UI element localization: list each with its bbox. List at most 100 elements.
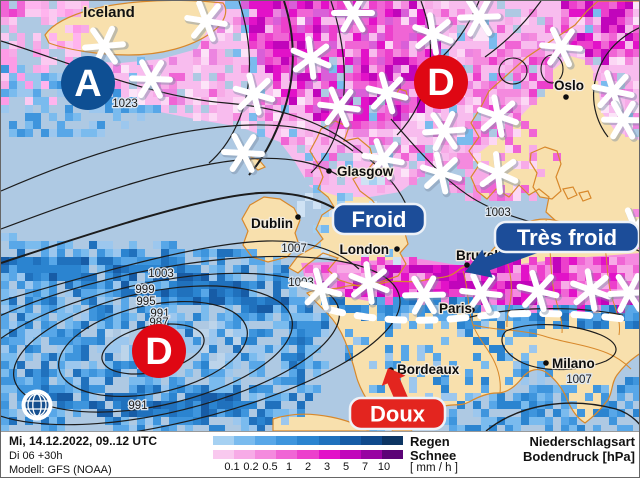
precip-cell [121, 105, 129, 113]
precip-cell [385, 345, 393, 353]
precip-cell [417, 265, 425, 273]
precip-cell [329, 33, 337, 41]
precip-cell [377, 65, 385, 73]
precip-cell [201, 305, 209, 313]
precip-cell [161, 249, 169, 257]
precip-cell [441, 265, 449, 273]
precip-cell [41, 377, 49, 385]
precip-cell [57, 425, 65, 431]
precip-cell [9, 9, 17, 17]
precip-cell [217, 249, 225, 257]
precip-cell [281, 281, 289, 289]
precip-cell [353, 25, 361, 33]
precip-cell [65, 393, 73, 401]
precip-cell [617, 425, 625, 431]
precip-cell [33, 65, 41, 73]
precip-cell [249, 337, 257, 345]
precip-cell [161, 97, 169, 105]
precip-cell [305, 385, 313, 393]
precip-cell [409, 9, 417, 17]
precip-cell [281, 305, 289, 313]
city-dot [326, 168, 332, 174]
precip-cell [241, 425, 249, 431]
precip-cell [433, 353, 441, 361]
precip-cell [185, 265, 193, 273]
precip-cell [377, 385, 385, 393]
precip-cell [305, 73, 313, 81]
precip-cell [577, 409, 585, 417]
precip-cell [105, 377, 113, 385]
precip-cell [449, 185, 457, 193]
precip-cell [113, 409, 121, 417]
precip-cell [193, 345, 201, 353]
precip-cell [17, 241, 25, 249]
precip-cell [41, 337, 49, 345]
precip-cell [9, 321, 17, 329]
precip-cell [209, 329, 217, 337]
precip-cell [305, 17, 313, 25]
precip-cell [401, 113, 409, 121]
precip-cell [321, 9, 329, 17]
precip-cell [9, 241, 17, 249]
precip-cell [521, 273, 529, 281]
precip-cell [73, 281, 81, 289]
precip-cell [41, 81, 49, 89]
precip-cell [9, 89, 17, 97]
precip-cell [41, 97, 49, 105]
precip-cell [161, 305, 169, 313]
city-label: Bordeaux [397, 362, 460, 377]
precip-cell [313, 329, 321, 337]
precip-cell [97, 121, 105, 129]
precip-cell [201, 81, 209, 89]
precip-cell [153, 257, 161, 265]
precip-cell [321, 73, 329, 81]
precip-cell [145, 265, 153, 273]
precip-cell [601, 257, 609, 265]
precip-cell [89, 121, 97, 129]
precip-cell [9, 377, 17, 385]
precip-cell [137, 105, 145, 113]
precip-cell [521, 65, 529, 73]
coastline [529, 146, 562, 200]
precip-cell [465, 129, 473, 137]
precip-cell [353, 41, 361, 49]
precip-cell [361, 113, 369, 121]
precip-cell [137, 281, 145, 289]
precip-cell [65, 329, 73, 337]
precip-cell [209, 297, 217, 305]
precip-cell [617, 385, 625, 393]
precip-cell [393, 297, 401, 305]
precip-cell [297, 33, 305, 41]
precip-cell [177, 377, 185, 385]
precip-cell [505, 353, 513, 361]
precip-cell [385, 65, 393, 73]
precip-cell [401, 297, 409, 305]
precip-cell [625, 17, 633, 25]
precip-cell [305, 361, 313, 369]
precip-cell [217, 393, 225, 401]
precip-cell [489, 425, 497, 431]
snowflake-arm [424, 157, 458, 189]
precip-cell [385, 161, 393, 169]
precip-cell [105, 353, 113, 361]
precip-cell [297, 241, 305, 249]
precip-cell [577, 257, 585, 265]
precip-cell [409, 177, 417, 185]
precip-cell [361, 49, 369, 57]
precip-cell [169, 241, 177, 249]
precip-cell [41, 289, 49, 297]
precip-cell [225, 321, 233, 329]
precip-cell [441, 1, 449, 9]
precip-cell [457, 297, 465, 305]
precip-cell [297, 369, 305, 377]
precip-cell [265, 345, 273, 353]
precip-cell [257, 369, 265, 377]
precip-cell [193, 417, 201, 425]
precip-cell [481, 169, 489, 177]
land-shape [273, 414, 369, 431]
precip-cell [185, 281, 193, 289]
precip-cell [249, 313, 257, 321]
precip-cell [529, 297, 537, 305]
precip-cell [129, 393, 137, 401]
precip-cell [73, 41, 81, 49]
